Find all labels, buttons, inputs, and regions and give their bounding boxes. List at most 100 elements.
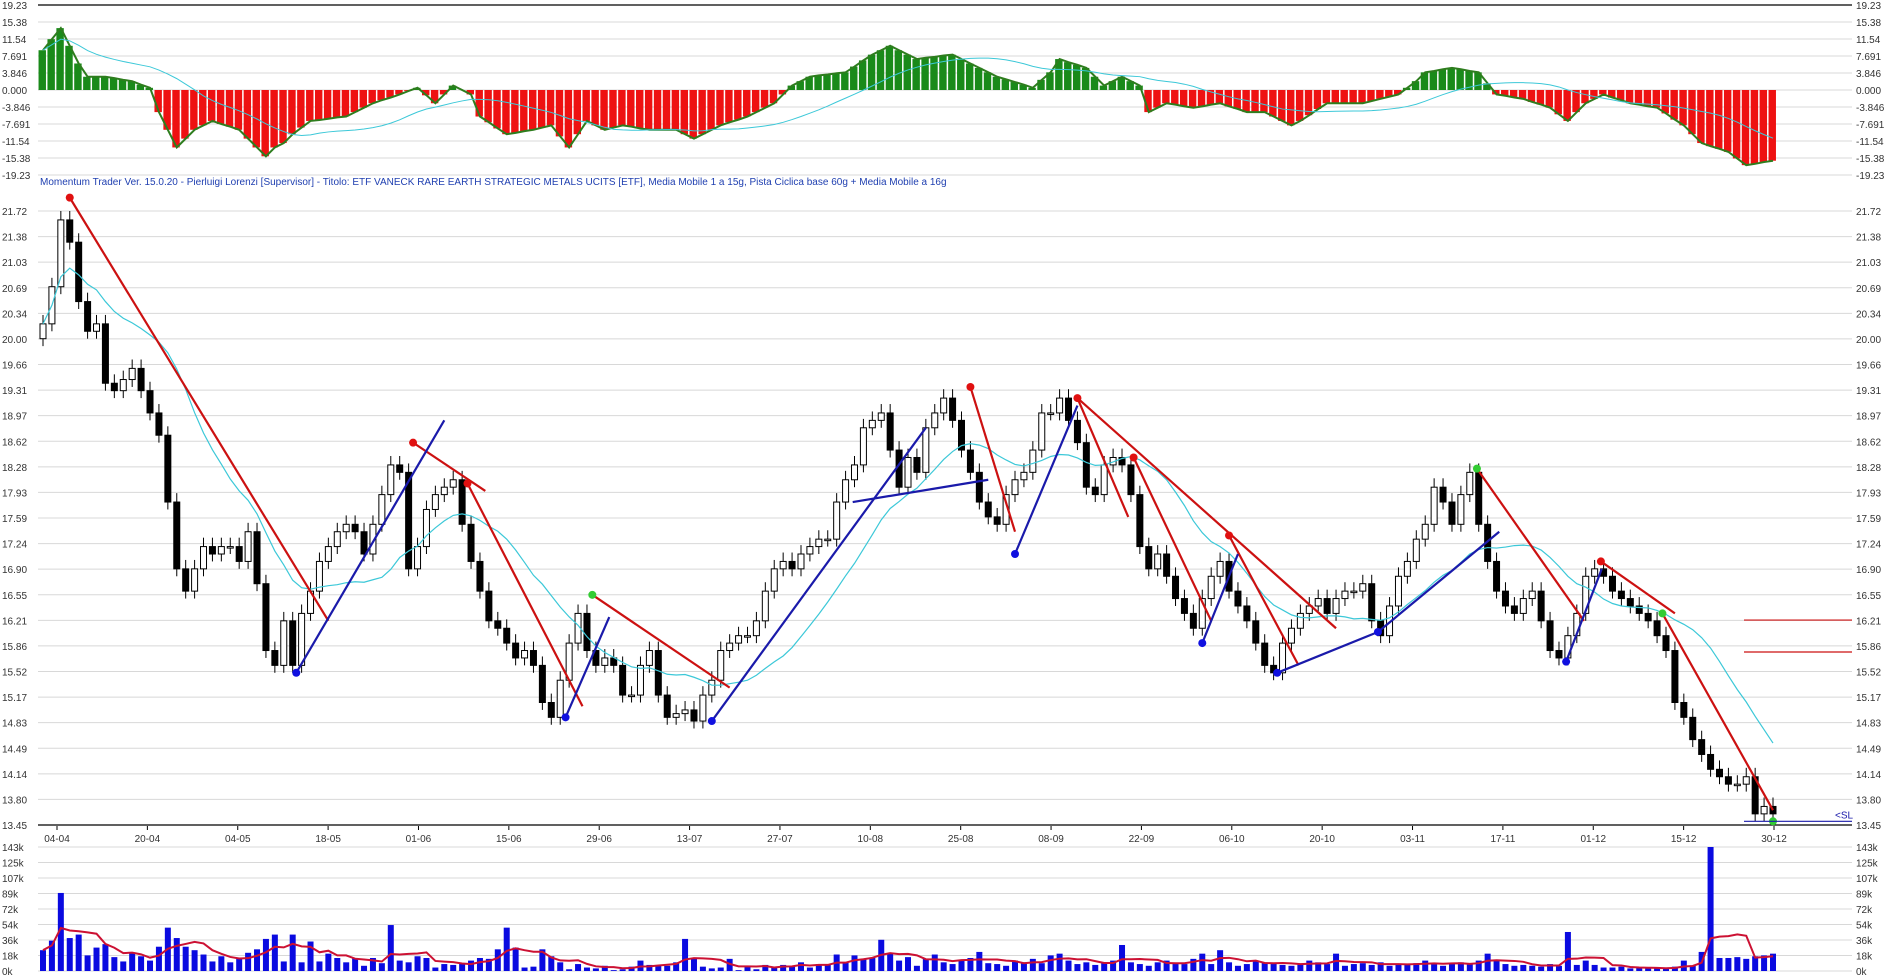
volume-bar [325,953,332,971]
trendline-down [1132,457,1213,622]
oscillator-bar [1385,90,1393,97]
oscillator-bar [671,90,680,130]
oscillator-bar [1670,90,1678,120]
oscillator-bar [1768,90,1776,161]
price-tick-label-left: 20.69 [2,284,27,295]
volume-bar [1662,968,1669,971]
candle-down [1635,605,1643,614]
price-tick-label-left: 14.49 [2,744,27,755]
trendline-up [1565,568,1603,663]
trendline-down [1076,397,1337,630]
oscillator-bar [751,90,760,113]
candle-down [164,434,172,503]
oscillator-bar [760,90,769,108]
candle-down [262,583,270,652]
oscillator-bar [1135,85,1143,90]
swing-high-marker [1073,394,1082,403]
osc-tick-label-left: 0.000 [2,86,27,97]
osc-tick-label-left: 11.54 [2,35,27,46]
oscillator-bar [100,76,109,90]
date-tick-label: 25-08 [948,834,974,845]
volume-bar [744,966,751,971]
volume-bar [1591,964,1598,971]
oscillator-bar [207,90,216,121]
candle-down [788,560,796,570]
oscillator-bar [1055,59,1063,90]
osc-tick-label-right: 11.54 [1856,35,1881,46]
oscillator-bar [591,90,599,126]
oscillator-bar [323,90,332,119]
trendline-up [295,419,446,674]
candle-down [690,709,698,722]
volume-bar [869,957,876,971]
candle-down [529,650,537,666]
oscillator-bar [725,90,733,123]
oscillator-bar [1162,90,1170,104]
volume-tick-label-right: 125k [1856,859,1879,870]
candle-up [440,486,448,496]
stop-loss-label: <SL [1835,810,1854,821]
candle-up [815,538,823,548]
volume-bar [896,960,903,971]
signal-marker [1472,464,1481,473]
oscillator-bar [377,90,385,101]
volume-bar [690,957,697,971]
volume-bar [548,956,555,971]
volume-bar [1475,960,1482,971]
oscillator-bar [867,54,876,90]
candle-down [101,323,109,384]
trendline-up [564,616,611,718]
oscillator-bar [181,90,189,139]
oscillator-bar [1358,90,1366,104]
date-tick-label: 15-12 [1671,834,1697,845]
oscillator-bar [1474,72,1482,90]
volume-bar [1172,963,1179,971]
oscillator-average-line [42,38,1774,139]
trendline-down [466,482,584,707]
volume-bar [575,964,582,971]
candle-down [1501,590,1509,607]
oscillator-bar [1286,90,1295,126]
volume-bar [1350,964,1357,971]
oscillator-bar [992,76,1001,90]
volume-bar [619,969,626,971]
candle-up [770,568,778,592]
oscillator-bar [1759,90,1768,163]
volume-bar [958,960,965,971]
volume-bar [494,949,501,971]
candle-down [1118,456,1126,466]
oscillator-bar [948,54,956,90]
volume-bar [789,965,796,971]
candle-up [779,560,787,570]
candle-up [369,523,377,555]
candle-up [1466,471,1474,496]
oscillator-bar [1438,69,1447,90]
candle-up [333,531,341,548]
volume-bar [254,949,261,971]
price-tick-label-right: 18.62 [1856,437,1881,448]
oscillator-bar [939,55,947,90]
oscillator-bar [1046,72,1054,90]
volume-bar [1413,963,1420,971]
volume-bar [1056,953,1063,971]
candle-up [1216,560,1224,577]
candle-down [993,516,1001,525]
osc-tick-label-right: 19.23 [1856,1,1881,12]
date-tick-label: 01-12 [1580,834,1606,845]
volume-bar [735,970,742,971]
oscillator-bar [190,90,198,130]
oscillator-bar [1037,79,1045,90]
volume-average-line [42,926,1774,970]
volume-bar [1520,964,1527,971]
oscillator-bar [1108,81,1117,90]
trendline-down [1076,397,1130,518]
volume-bar [459,963,466,971]
date-tick-label: 30-12 [1761,834,1787,845]
volume-bar [1395,964,1402,971]
volume-bar [1404,964,1411,971]
candle-down [949,397,957,421]
volume-bar [566,969,573,971]
oscillator-bar [814,75,822,90]
volume-bar [824,964,831,971]
